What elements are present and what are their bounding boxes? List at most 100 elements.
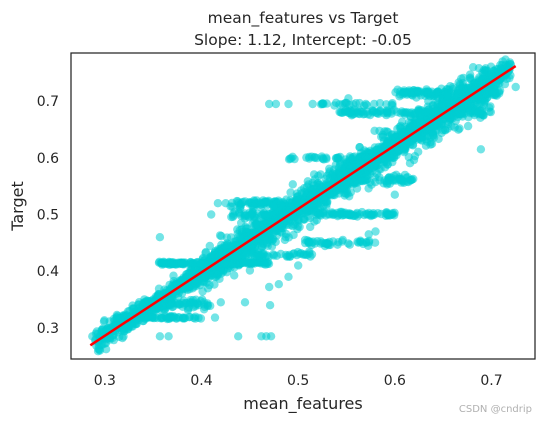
- scatter-point: [497, 60, 507, 70]
- chart-title: mean_features vs Target: [208, 9, 399, 28]
- scatter-point: [330, 175, 339, 184]
- scatter-point: [404, 118, 414, 127]
- scatter-point: [308, 185, 317, 194]
- scatter-point: [155, 233, 165, 242]
- scatter-point: [112, 313, 122, 322]
- scatter-point: [227, 198, 237, 208]
- scatter-point: [388, 101, 397, 110]
- scatter-point: [120, 327, 129, 336]
- plot-area-frame: [70, 52, 536, 360]
- scatter-point: [261, 210, 270, 220]
- scatter-point: [207, 210, 216, 219]
- scatter-point: [335, 100, 344, 109]
- scatter-point: [189, 298, 198, 307]
- scatter-point: [375, 106, 385, 116]
- scatter-point: [271, 99, 281, 109]
- scatter-point: [299, 188, 309, 197]
- scatter-point: [344, 94, 353, 103]
- scatter-point: [383, 127, 392, 137]
- scatter-point: [333, 153, 342, 163]
- scatter-point: [286, 188, 295, 197]
- scatter-point: [402, 108, 412, 117]
- scatter-point: [355, 153, 364, 162]
- scatter-point: [346, 154, 355, 163]
- scatter-point: [284, 272, 293, 281]
- scatter-point: [179, 259, 189, 268]
- scatter-point: [319, 209, 328, 218]
- scatter-point: [466, 107, 475, 117]
- scatter-point: [370, 126, 379, 135]
- scatter-point: [262, 197, 271, 206]
- scatter-point: [370, 173, 380, 182]
- scatter-point: [318, 99, 327, 109]
- regression-layer: [89, 64, 517, 347]
- scatter-point: [486, 107, 495, 117]
- scatter-point: [335, 209, 344, 219]
- scatter-point: [105, 335, 115, 344]
- x-tick-label: 0.7: [480, 373, 502, 389]
- scatter-point: [271, 237, 280, 247]
- scatter-point: [343, 209, 352, 218]
- scatter-point: [328, 237, 338, 246]
- scatter-point: [478, 74, 487, 83]
- scatter-point: [281, 229, 291, 239]
- scatter-point: [363, 175, 372, 184]
- scatter-point: [182, 299, 191, 308]
- scatter-point: [438, 120, 447, 129]
- scatter-point: [198, 287, 207, 296]
- scatter-point: [245, 266, 255, 275]
- y-tick-label: 0.3: [37, 321, 59, 337]
- scatter-point: [411, 121, 421, 130]
- watermark: CSDN @cndrip: [458, 404, 532, 415]
- scatter-point: [357, 207, 367, 217]
- scatter-point: [325, 164, 334, 173]
- scatter-point: [416, 135, 426, 144]
- scatter-point: [318, 154, 327, 163]
- scatter-point: [318, 238, 327, 247]
- scatter-point: [381, 211, 391, 220]
- scatter-point: [265, 282, 274, 292]
- scatter-point: [247, 246, 256, 255]
- scatter-point: [322, 199, 332, 208]
- chart-subtitle: Slope: 1.12, Intercept: -0.05: [194, 31, 412, 49]
- scatter-point: [214, 268, 224, 277]
- scatter-point: [288, 180, 297, 189]
- scatter-point: [396, 121, 405, 131]
- scatter-point: [373, 160, 382, 170]
- scatter-point: [235, 226, 244, 235]
- scatter-point: [185, 312, 194, 322]
- scatter-point: [215, 274, 224, 283]
- scatter-point: [381, 153, 391, 163]
- scatter-point: [399, 178, 409, 187]
- scatter-point: [477, 97, 486, 106]
- scatter-point: [140, 297, 149, 307]
- scatter-point: [223, 240, 232, 249]
- scatter-point: [210, 313, 220, 322]
- scatter-point: [295, 222, 304, 232]
- scatter-point: [335, 166, 344, 175]
- scatter-point: [289, 249, 298, 258]
- scatter-point: [405, 159, 415, 168]
- y-tick-label: 0.6: [37, 151, 59, 167]
- y-tick-label: 0.5: [37, 208, 59, 224]
- scatter-point: [285, 198, 294, 207]
- scatter-point: [351, 160, 361, 169]
- scatter-point: [221, 199, 230, 208]
- scatter-point: [328, 188, 337, 198]
- scatter-point: [227, 212, 236, 222]
- scatter-point: [129, 304, 138, 313]
- scatter-point: [370, 99, 379, 109]
- scatter-point: [476, 145, 486, 154]
- scatter-point: [164, 257, 174, 267]
- scatter-point: [308, 99, 317, 109]
- scatter-point: [410, 152, 420, 161]
- scatter-point: [358, 239, 368, 249]
- scatter-point: [94, 344, 103, 354]
- scatter-point: [359, 110, 368, 119]
- scatter-point: [371, 227, 380, 236]
- scatter-point: [380, 163, 390, 172]
- scatter-point: [100, 316, 109, 325]
- scatter-point: [465, 70, 475, 79]
- scatter-point: [352, 175, 361, 185]
